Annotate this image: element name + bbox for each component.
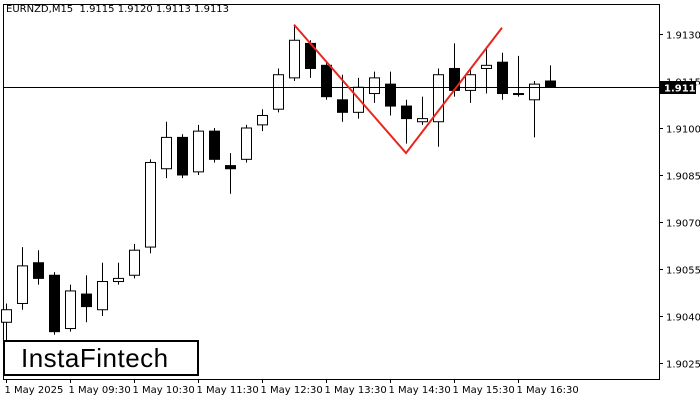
candle-body-bear	[225, 165, 236, 170]
y-tick-label: 1.9040	[666, 313, 700, 324]
candle	[545, 65, 556, 88]
candle-body-bull	[129, 249, 140, 276]
x-tick-label: 1 May 09:30	[69, 385, 131, 396]
candle-body-bear	[497, 61, 508, 95]
candle	[81, 275, 92, 323]
logo-text: InstaFintech	[21, 343, 169, 373]
candle	[113, 262, 124, 285]
candle-body-bull	[529, 83, 540, 101]
candle	[65, 284, 76, 332]
candle	[417, 96, 428, 125]
candle-body-bear	[545, 80, 556, 88]
x-tick-label: 1 May 10:30	[133, 385, 195, 396]
x-tick-label: 1 May 2025	[5, 385, 64, 396]
candle	[225, 153, 236, 194]
timeframe-label: M15	[51, 4, 74, 15]
candle	[465, 68, 476, 103]
candle-body-bear	[49, 274, 60, 333]
candle	[49, 272, 60, 335]
candle	[513, 55, 524, 97]
double-top-pattern-line	[293, 23, 503, 155]
candle-body-bull	[193, 130, 204, 173]
candle	[97, 262, 108, 316]
candle	[481, 46, 492, 94]
candle-body-bull	[113, 277, 124, 283]
candle-body-bear	[385, 83, 396, 107]
candle-body-bear	[209, 130, 220, 160]
candle-body-bear	[81, 293, 92, 308]
candle-body-bear	[401, 105, 412, 120]
current-price-label-bg	[660, 81, 696, 94]
candle	[17, 247, 28, 310]
x-tick-label: 1 May 16:30	[517, 385, 579, 396]
x-tick-label: 1 May 14:30	[389, 385, 451, 396]
candle-body-bull	[17, 265, 28, 304]
candle-body-bull	[257, 114, 268, 126]
y-tick-label: 1.9130	[666, 31, 700, 42]
candle	[401, 99, 412, 144]
candle	[321, 62, 332, 100]
y-tick-label: 1.9070	[666, 219, 700, 230]
candle-body-bull	[1, 309, 12, 323]
candle-body-bull	[145, 161, 156, 248]
plot-frame	[3, 4, 660, 380]
candle-body-bull	[273, 74, 284, 110]
candle	[273, 68, 284, 113]
candle	[177, 134, 188, 179]
candle	[337, 74, 348, 122]
candle	[193, 124, 204, 175]
x-tick-label: 1 May 12:30	[261, 385, 323, 396]
candle	[385, 71, 396, 116]
candle-body-bull	[433, 74, 444, 123]
candle	[241, 124, 252, 163]
candle-body-bull	[417, 118, 428, 123]
candle-body-bull	[161, 136, 172, 170]
candle-body-bull	[513, 93, 524, 96]
y-tick-label: 1.9055	[666, 266, 700, 277]
candles	[1, 24, 556, 348]
candle	[33, 250, 44, 285]
candle	[129, 243, 140, 279]
current-price-label: 1.9113	[664, 84, 700, 95]
candle-body-bull	[241, 127, 252, 160]
candle-body-bull	[369, 77, 380, 95]
candle	[145, 159, 156, 254]
instafintech-logo: InstaFintech	[3, 340, 199, 376]
candle-body-bull	[65, 290, 76, 330]
candle-body-bull	[289, 39, 300, 79]
candle	[209, 128, 220, 163]
symbol-label: EURNZD	[6, 4, 49, 15]
y-tick-label: 1.9100	[666, 125, 700, 136]
candle	[529, 81, 540, 138]
candle-body-bear	[321, 64, 332, 98]
y-tick-label: 1.9025	[666, 360, 700, 371]
candle	[289, 24, 300, 81]
x-tick-label: 1 May 11:30	[197, 385, 259, 396]
candle	[305, 40, 316, 78]
candle-body-bear	[177, 136, 188, 176]
x-tick-label: 1 May 13:30	[325, 385, 387, 396]
chart-header: EURNZD,M15 1.9115 1.9120 1.9113 1.9113	[6, 4, 230, 15]
candle	[161, 121, 172, 179]
candle-body-bear	[33, 262, 44, 279]
candle	[433, 68, 444, 147]
candle-body-bull	[481, 64, 492, 69]
x-tick-label: 1 May 15:30	[453, 385, 515, 396]
candle-body-bull	[465, 74, 476, 91]
y-tick-label: 1.9085	[666, 172, 700, 183]
candle	[497, 52, 508, 100]
ohlc-values: 1.9115 1.9120 1.9113 1.9113	[79, 4, 230, 15]
candle	[257, 109, 268, 132]
candle-body-bull	[97, 281, 108, 311]
candle-body-bear	[337, 99, 348, 113]
